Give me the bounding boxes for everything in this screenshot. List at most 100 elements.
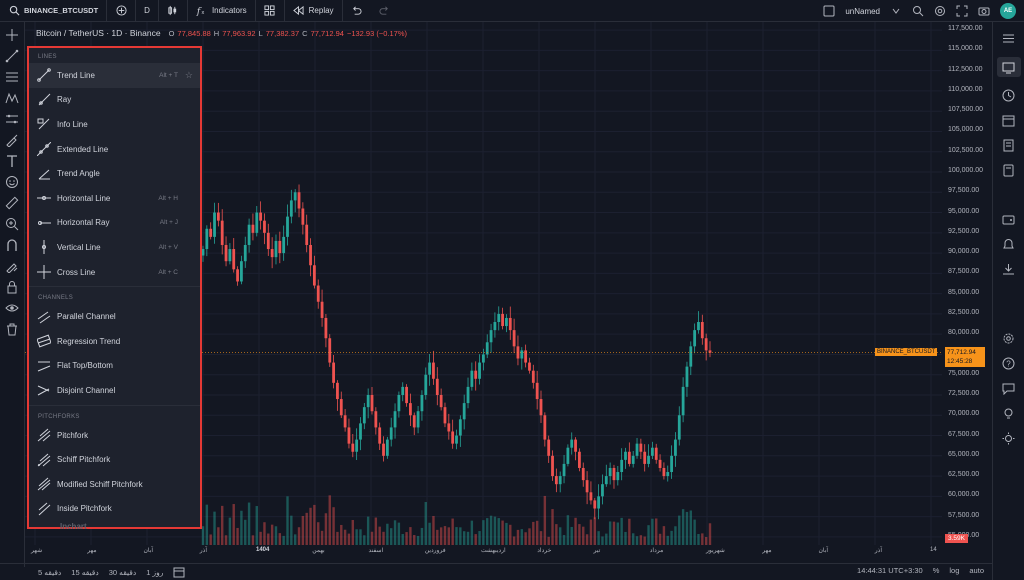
time-scale[interactable]: شهر مهر آبان آذر 1404 بهمن اسفند فروردین اردیبهش… — [25, 545, 942, 557]
fib-tool-icon[interactable] — [5, 70, 19, 84]
layout-name[interactable]: unNamed — [845, 6, 880, 16]
symbol-title[interactable]: Bitcoin / TetherUS · 1D · Binance — [36, 28, 161, 38]
download-icon[interactable] — [1002, 263, 1015, 276]
volume-bar — [397, 522, 401, 545]
calendar-icon[interactable] — [1002, 114, 1015, 127]
clock-display[interactable]: 14:44:31 UTC+3:30 — [857, 566, 923, 575]
volume-bar — [639, 535, 643, 545]
candle-body — [412, 415, 416, 428]
volume-bar — [497, 518, 500, 545]
menu-item-pitchfork[interactable]: Pitchfork — [29, 423, 200, 448]
brush-tool-icon[interactable] — [5, 133, 19, 147]
symbol-search[interactable]: BINANCE_BTCUSDT — [0, 0, 108, 22]
zoom-in-icon[interactable] — [5, 217, 19, 231]
chat-icon[interactable] — [1002, 382, 1015, 395]
goto-date-icon[interactable] — [173, 566, 185, 578]
percent-toggle[interactable]: % — [932, 566, 940, 575]
range-30m[interactable]: 30 دقیقه — [108, 567, 137, 577]
trend-line-tool-icon[interactable] — [5, 49, 19, 63]
stay-drawing-icon[interactable] — [5, 259, 19, 273]
gear-icon[interactable] — [1002, 332, 1015, 345]
volume-bar — [382, 531, 385, 545]
eye-icon[interactable] — [5, 301, 19, 315]
crosshair-icon[interactable] — [5, 28, 19, 42]
volume-bar — [543, 495, 547, 545]
ruler-icon[interactable] — [5, 196, 19, 210]
menu-item-trend-angle[interactable]: Trend Angle — [29, 161, 200, 186]
text-tool-icon[interactable] — [5, 154, 19, 168]
redo-button[interactable] — [371, 0, 399, 22]
menu-item-disjoint-channel[interactable]: Disjoint Channel — [29, 378, 200, 403]
range-5m[interactable]: 5 دقیقه — [38, 567, 62, 577]
volume-bar — [462, 531, 466, 545]
fullscreen-icon[interactable] — [956, 5, 968, 17]
volume-bar — [267, 533, 270, 545]
auto-toggle[interactable]: auto — [969, 566, 984, 575]
menu-item-horizontal-ray[interactable]: Horizontal Ray Alt + J — [29, 211, 200, 236]
menu-item-regression-trend[interactable]: Regression Trend — [29, 329, 200, 354]
undo-button[interactable] — [343, 0, 371, 22]
pattern-tool-icon[interactable] — [5, 91, 19, 105]
lock-icon[interactable] — [5, 280, 19, 294]
volume-bar — [455, 527, 458, 545]
menu-item-cross-line[interactable]: Cross Line Alt + C — [29, 260, 200, 285]
alerts-icon[interactable] — [1002, 238, 1015, 251]
range-15m[interactable]: 15 دقیقه — [71, 567, 99, 577]
grid-icon — [264, 5, 276, 17]
candle-body — [385, 439, 389, 456]
wallet-icon[interactable] — [1002, 213, 1015, 226]
menu-icon[interactable] — [1002, 32, 1015, 45]
menu-item-info-line[interactable]: Info Line — [29, 112, 200, 137]
menu-item-horizontal-line[interactable]: Horizontal Line Alt + H — [29, 186, 200, 211]
emoji-tool-icon[interactable] — [5, 175, 19, 189]
menu-item-ray[interactable]: Ray — [29, 88, 200, 113]
interval-button[interactable]: D — [136, 0, 159, 22]
bulb-icon[interactable] — [1002, 407, 1015, 420]
chevron-down-icon[interactable] — [890, 5, 902, 17]
news-icon[interactable] — [1002, 139, 1015, 152]
ideas-icon[interactable] — [1002, 164, 1015, 177]
top-right-controls: unNamed AE — [823, 0, 1024, 22]
menu-item-label: Vertical Line — [57, 242, 101, 252]
menu-section-title: PITCHFORKS — [38, 413, 80, 420]
star-icon[interactable]: ☆ — [184, 69, 193, 80]
menu-item-vertical-line[interactable]: Vertical Line Alt + V — [29, 235, 200, 260]
menu-item-extended-line[interactable]: Extended Line — [29, 137, 200, 162]
candle-body — [236, 269, 239, 282]
log-toggle[interactable]: log — [949, 566, 960, 575]
volume-bar — [270, 524, 274, 545]
menu-item-parallel-channel[interactable]: Parallel Channel — [29, 304, 200, 329]
forecast-tool-icon[interactable] — [5, 112, 19, 126]
theme-icon[interactable] — [1002, 432, 1015, 445]
price-tick: 65,000.00 — [948, 450, 980, 458]
watchlist-icon[interactable] — [996, 57, 1021, 77]
settings-icon[interactable] — [934, 5, 946, 17]
menu-item-hotkey: Alt + C — [158, 268, 178, 276]
quick-search-icon[interactable] — [912, 5, 924, 17]
chart-type-button[interactable] — [159, 0, 188, 22]
menu-item-schiff-pitchfork[interactable]: Schiff Pitchfork — [29, 447, 200, 472]
price-tick: 115,000.00 — [948, 45, 983, 53]
layout-icon[interactable] — [823, 5, 835, 17]
candle-body — [462, 403, 466, 420]
menu-item-modified-schiff-pitchfork[interactable]: Modified Schiff Pitchfork — [29, 472, 200, 497]
avatar[interactable]: AE — [1000, 3, 1016, 19]
menu-section-title: LINES — [38, 54, 57, 60]
compare-button[interactable] — [107, 0, 137, 22]
magnet-icon[interactable] — [5, 238, 19, 252]
price-scale[interactable]: 117,500.00 115,000.00 112,500.00 110,000.00… — [942, 22, 992, 545]
trash-icon[interactable] — [5, 322, 19, 336]
range-1d[interactable]: 1 روز — [146, 567, 164, 577]
replay-button[interactable]: Replay — [285, 0, 343, 22]
camera-icon[interactable] — [978, 5, 990, 17]
price-tick: 62,500.00 — [948, 471, 980, 479]
menu-item-inside-pitchfork[interactable]: Inside Pitchfork — [29, 497, 200, 522]
templates-button[interactable] — [256, 0, 285, 22]
menu-item-trend-line[interactable]: Trend Line Alt + T ☆ — [29, 63, 200, 88]
menu-item-flat-top-bottom[interactable]: Flat Top/Bottom — [29, 354, 200, 379]
volume-bar — [274, 526, 278, 545]
clock-icon[interactable] — [1002, 89, 1015, 102]
candle-body — [409, 403, 412, 416]
help-icon[interactable]: ? — [1002, 357, 1015, 370]
